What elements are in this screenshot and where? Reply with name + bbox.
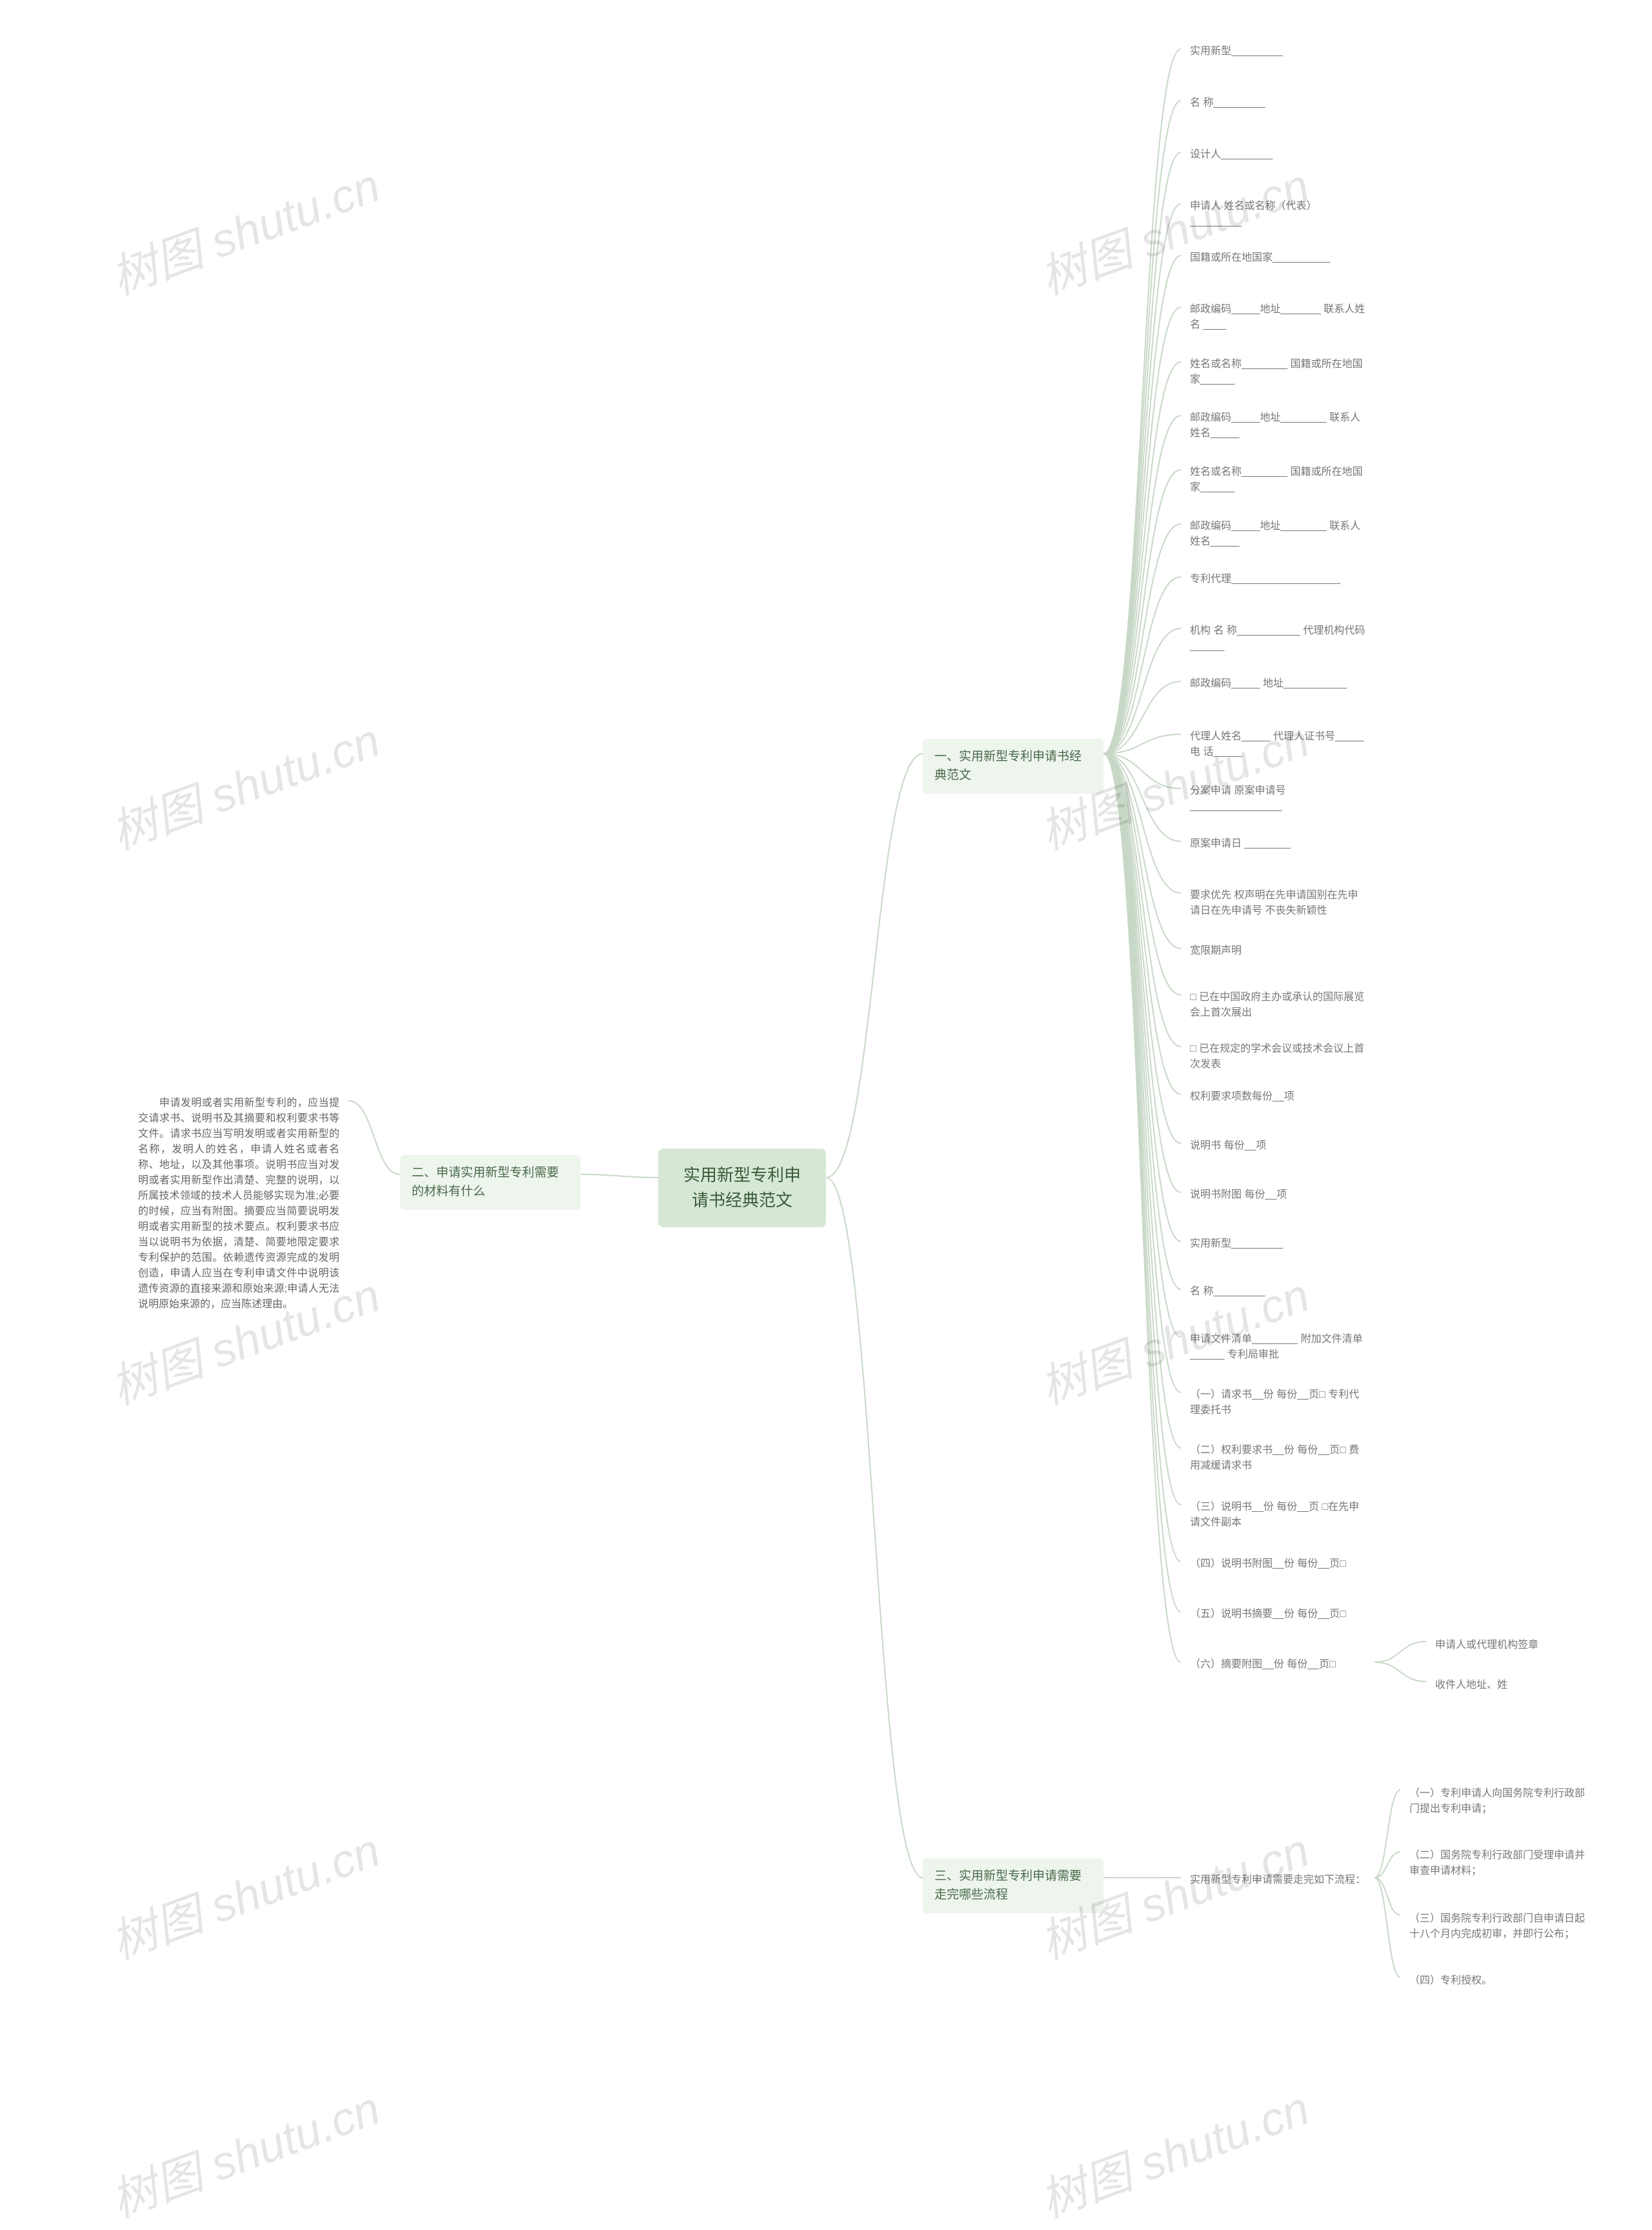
c10: 邮政编码_____地址________ 联系人姓名_____ (1181, 514, 1375, 555)
c14: 代理人姓名_____ 代理人证书号_____电 话_____ (1181, 724, 1375, 765)
c9: 姓名或名称________ 国籍或所在地国家______ (1181, 459, 1375, 501)
c16: 原案申请日 ________ (1181, 831, 1300, 857)
b2: 二、申请实用新型专利需要的材料有什么 (400, 1155, 581, 1210)
d2: 收件人地址、姓 (1426, 1672, 1516, 1698)
c15: 分案申请 原案申请号________________ (1181, 778, 1375, 819)
c32: （六）摘要附图__份 每份__页□ (1181, 1652, 1345, 1678)
c25: 名 称_________ (1181, 1279, 1274, 1305)
c5: 国籍或所在地国家__________ (1181, 245, 1339, 271)
connectors-layer (0, 0, 1652, 2167)
d1: 申请人或代理机构签章 (1426, 1632, 1547, 1658)
c31: （五）说明书摘要__份 每份__页□ (1181, 1602, 1355, 1627)
c18: 宽限期声明 (1181, 938, 1251, 964)
c6: 邮政编码_____地址_______ 联系人姓名 ____ (1181, 297, 1375, 338)
c12: 机构 名 称___________ 代理机构代码______ (1181, 618, 1375, 659)
e1: （一）专利申请人向国务院专利行政部门提出专利申请； (1400, 1781, 1594, 1822)
e3: （三）国务院专利行政部门自申请日起十八个月内完成初审，并即行公布； (1400, 1906, 1594, 1947)
l1: 申请发明或者实用新型专利的，应当提交请求书、说明书及其摘要和权利要求书等文件。请… (129, 1090, 348, 1318)
c27: （一）请求书__份 每份__页□ 专利代理委托书 (1181, 1382, 1375, 1423)
c17: 要求优先 权声明在先申请国别在先申请日在先申请号 不丧失新颖性 (1181, 883, 1375, 924)
c23: 说明书附图 每份__项 (1181, 1182, 1296, 1208)
c13: 邮政编码_____ 地址___________ (1181, 671, 1356, 697)
c33: 实用新型专利申请需要走完如下流程： (1181, 1867, 1375, 1893)
c21: 权利要求项数每份__项 (1181, 1084, 1304, 1110)
e4: （四）专利授权。 (1400, 1968, 1501, 1994)
c4: 申请人 姓名或名称（代表）_________ (1181, 194, 1375, 235)
c20: □ 已在规定的学术会议或技术会议上首次发表 (1181, 1036, 1375, 1078)
b3: 三、实用新型专利申请需要走完哪些流程 (923, 1858, 1103, 1913)
c29: （三）说明书__份 每份__页 □在先申请文件副本 (1181, 1494, 1375, 1536)
c19: □ 已在中国政府主办或承认的国际展览会上首次展出 (1181, 985, 1375, 1026)
root-node: 实用新型专利申请书经典范文 (658, 1149, 826, 1227)
c24: 实用新型_________ (1181, 1231, 1292, 1257)
c7: 姓名或名称________ 国籍或所在地国家______ (1181, 352, 1375, 393)
c11: 专利代理___________________ (1181, 567, 1349, 592)
c8: 邮政编码_____地址________ 联系人姓名_____ (1181, 405, 1375, 447)
c28: （二）权利要求书__份 每份__页□ 费用减缓请求书 (1181, 1438, 1375, 1479)
e2: （二）国务院专利行政部门受理申请并审查申请材料； (1400, 1843, 1594, 1884)
b1: 一、实用新型专利申请书经典范文 (923, 739, 1103, 794)
c30: （四）说明书附图__份 每份__页□ (1181, 1551, 1355, 1577)
c3: 设计人_________ (1181, 142, 1282, 168)
c22: 说明书 每份__项 (1181, 1133, 1275, 1159)
c2: 名 称_________ (1181, 90, 1274, 116)
c1: 实用新型_________ (1181, 39, 1292, 65)
c26: 申请文件清单________ 附加文件清单______ 专利局审批 (1181, 1327, 1375, 1368)
mindmap-canvas: 实用新型专利申请书经典范文一、实用新型专利申请书经典范文实用新型________… (0, 0, 1652, 2167)
